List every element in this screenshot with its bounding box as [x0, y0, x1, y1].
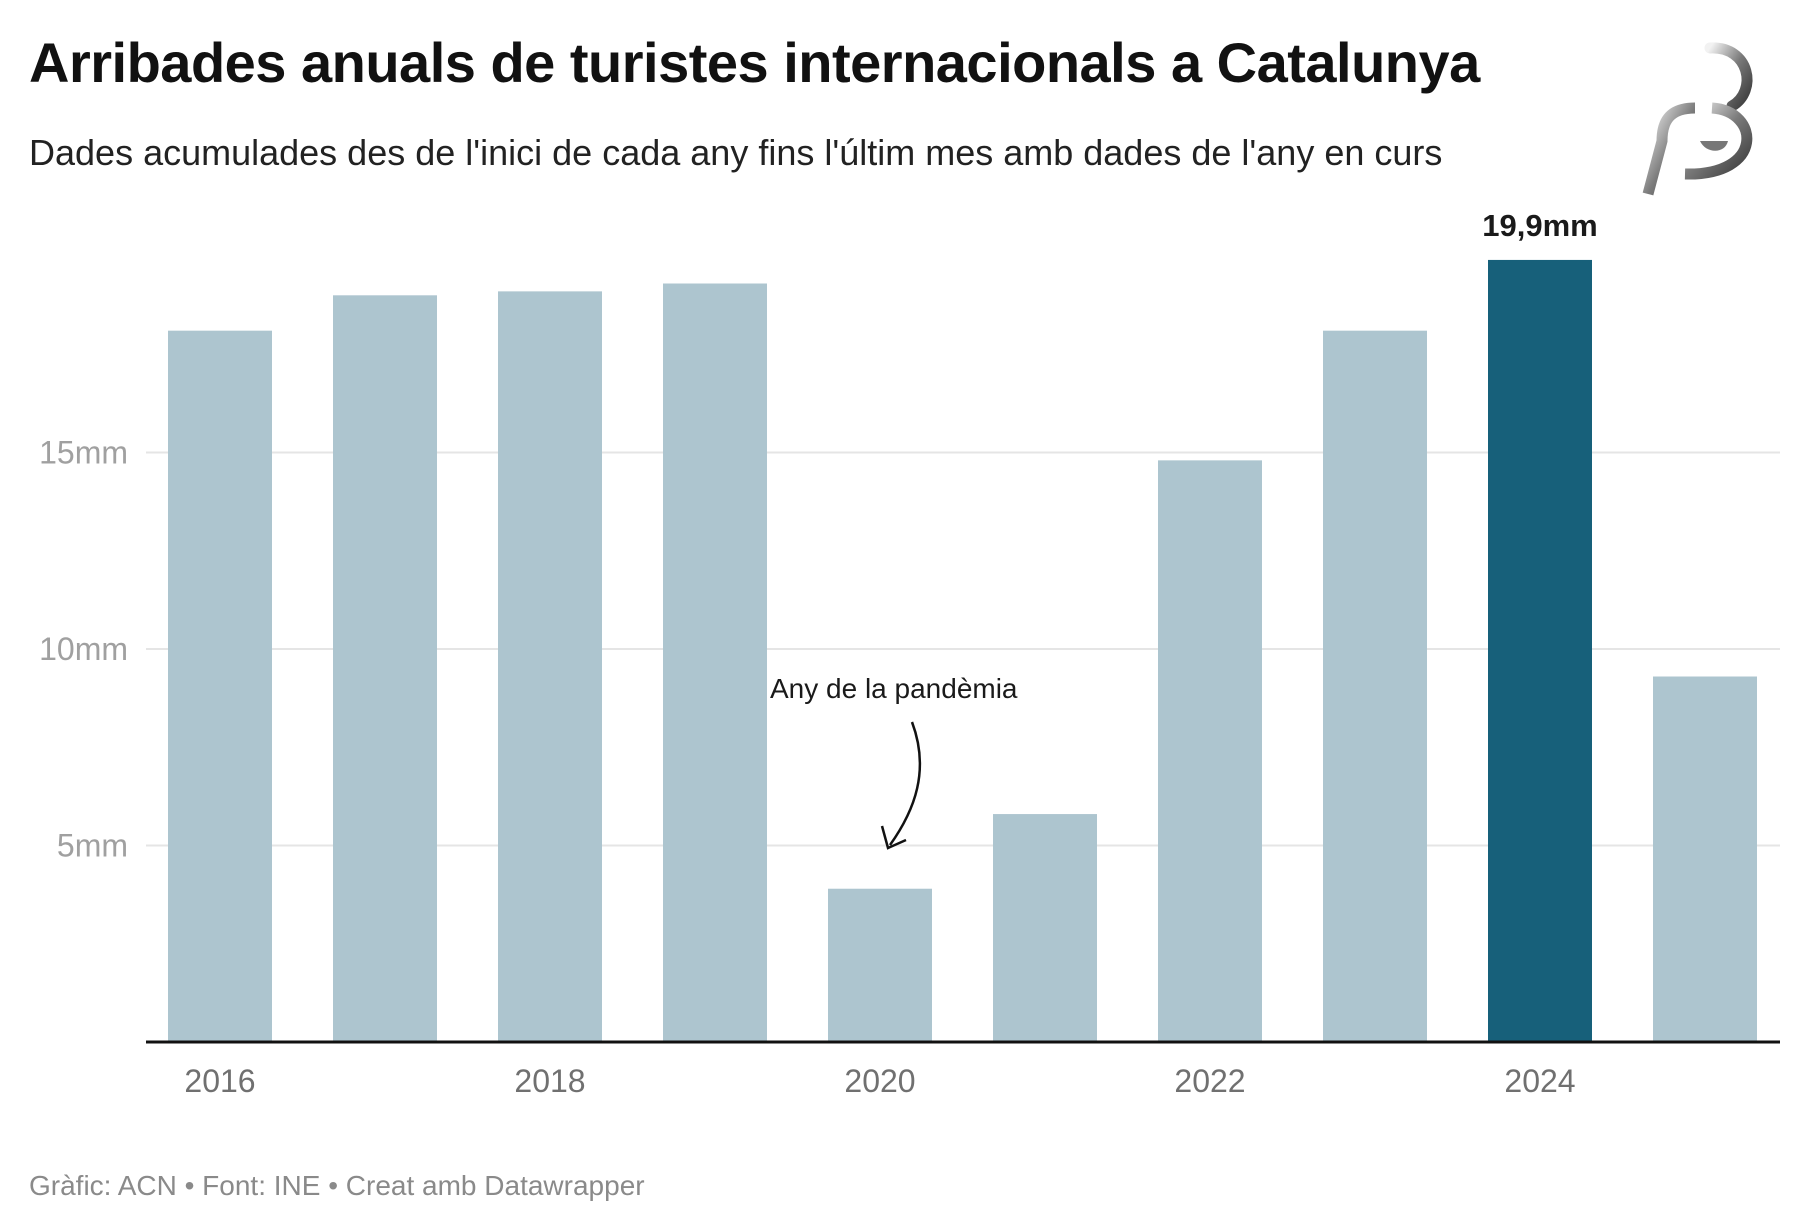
x-tick-label: 2018	[514, 1063, 585, 1099]
x-tick-label: 2024	[1504, 1063, 1575, 1099]
annotation-text: Any de la pandèmia	[770, 673, 1018, 704]
bar-2023	[1323, 330, 1427, 1042]
x-tick-label: 2016	[184, 1063, 255, 1099]
bar-2021	[993, 814, 1097, 1042]
x-tick-label: 2022	[1174, 1063, 1245, 1099]
bar-2022	[1158, 460, 1262, 1042]
chart-title: Arribades anuals de turistes internacion…	[29, 31, 1480, 94]
bar-2017	[333, 295, 437, 1042]
annotation-arrow-icon	[888, 721, 922, 846]
b3-logo-icon	[1642, 42, 1753, 196]
y-tick-label: 5mm	[57, 828, 128, 864]
bar-2018	[498, 291, 602, 1042]
chart-footer: Gràfic: ACN • Font: INE • Creat amb Data…	[29, 1170, 645, 1201]
annotation-arrowhead-icon	[880, 825, 907, 850]
bar-2020	[828, 888, 932, 1042]
bar-2016	[168, 330, 272, 1042]
x-tick-label: 2020	[844, 1063, 915, 1099]
highlight-value-label: 19,9mm	[1482, 208, 1597, 243]
chart-subtitle: Dades acumulades des de l'inici de cada …	[29, 132, 1443, 173]
bar-2024	[1488, 259, 1592, 1042]
y-tick-label: 10mm	[39, 631, 128, 667]
y-tick-label: 15mm	[39, 435, 128, 471]
bar-2019	[663, 283, 767, 1042]
bar-2025	[1653, 676, 1757, 1042]
